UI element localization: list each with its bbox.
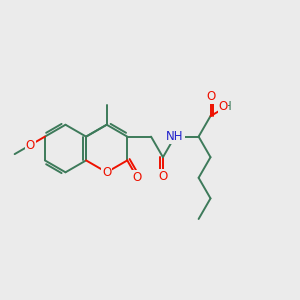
Text: H: H	[223, 100, 232, 113]
Text: NH: NH	[166, 130, 184, 143]
Text: O: O	[102, 166, 111, 179]
Text: O: O	[26, 139, 35, 152]
Text: O: O	[206, 90, 215, 103]
Text: O: O	[218, 100, 228, 113]
Text: O: O	[102, 166, 111, 179]
Text: O: O	[158, 170, 168, 183]
Text: O: O	[132, 171, 142, 184]
Text: O: O	[26, 139, 35, 152]
